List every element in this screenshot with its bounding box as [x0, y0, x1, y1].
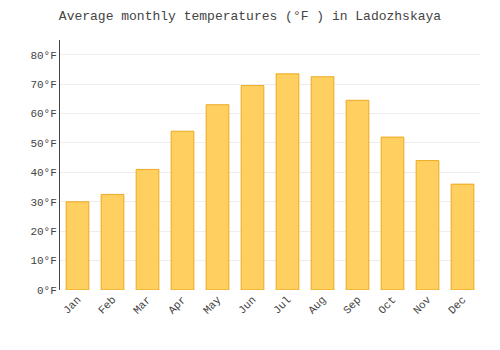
svg-text:0°F: 0°F: [37, 285, 57, 297]
svg-text:40°F: 40°F: [30, 167, 56, 179]
svg-text:Dec: Dec: [446, 294, 468, 316]
svg-text:30°F: 30°F: [30, 197, 56, 209]
svg-text:Jul: Jul: [271, 294, 293, 316]
svg-text:Apr: Apr: [166, 294, 188, 316]
svg-text:Sep: Sep: [341, 294, 363, 316]
svg-text:Aug: Aug: [306, 294, 328, 316]
svg-text:May: May: [201, 294, 224, 317]
svg-text:10°F: 10°F: [30, 255, 56, 267]
svg-text:Nov: Nov: [411, 294, 434, 317]
svg-text:20°F: 20°F: [30, 226, 56, 238]
svg-text:70°F: 70°F: [30, 79, 56, 91]
svg-text:60°F: 60°F: [30, 108, 56, 120]
svg-text:Jan: Jan: [61, 294, 83, 316]
svg-text:Feb: Feb: [96, 294, 118, 316]
svg-text:Average monthly temperatures (: Average monthly temperatures (°F ) in La…: [59, 9, 441, 24]
svg-text:Jun: Jun: [236, 294, 258, 316]
svg-text:Oct: Oct: [376, 294, 398, 316]
svg-text:50°F: 50°F: [30, 138, 56, 150]
svg-text:80°F: 80°F: [30, 50, 56, 62]
svg-text:Mar: Mar: [131, 294, 153, 316]
